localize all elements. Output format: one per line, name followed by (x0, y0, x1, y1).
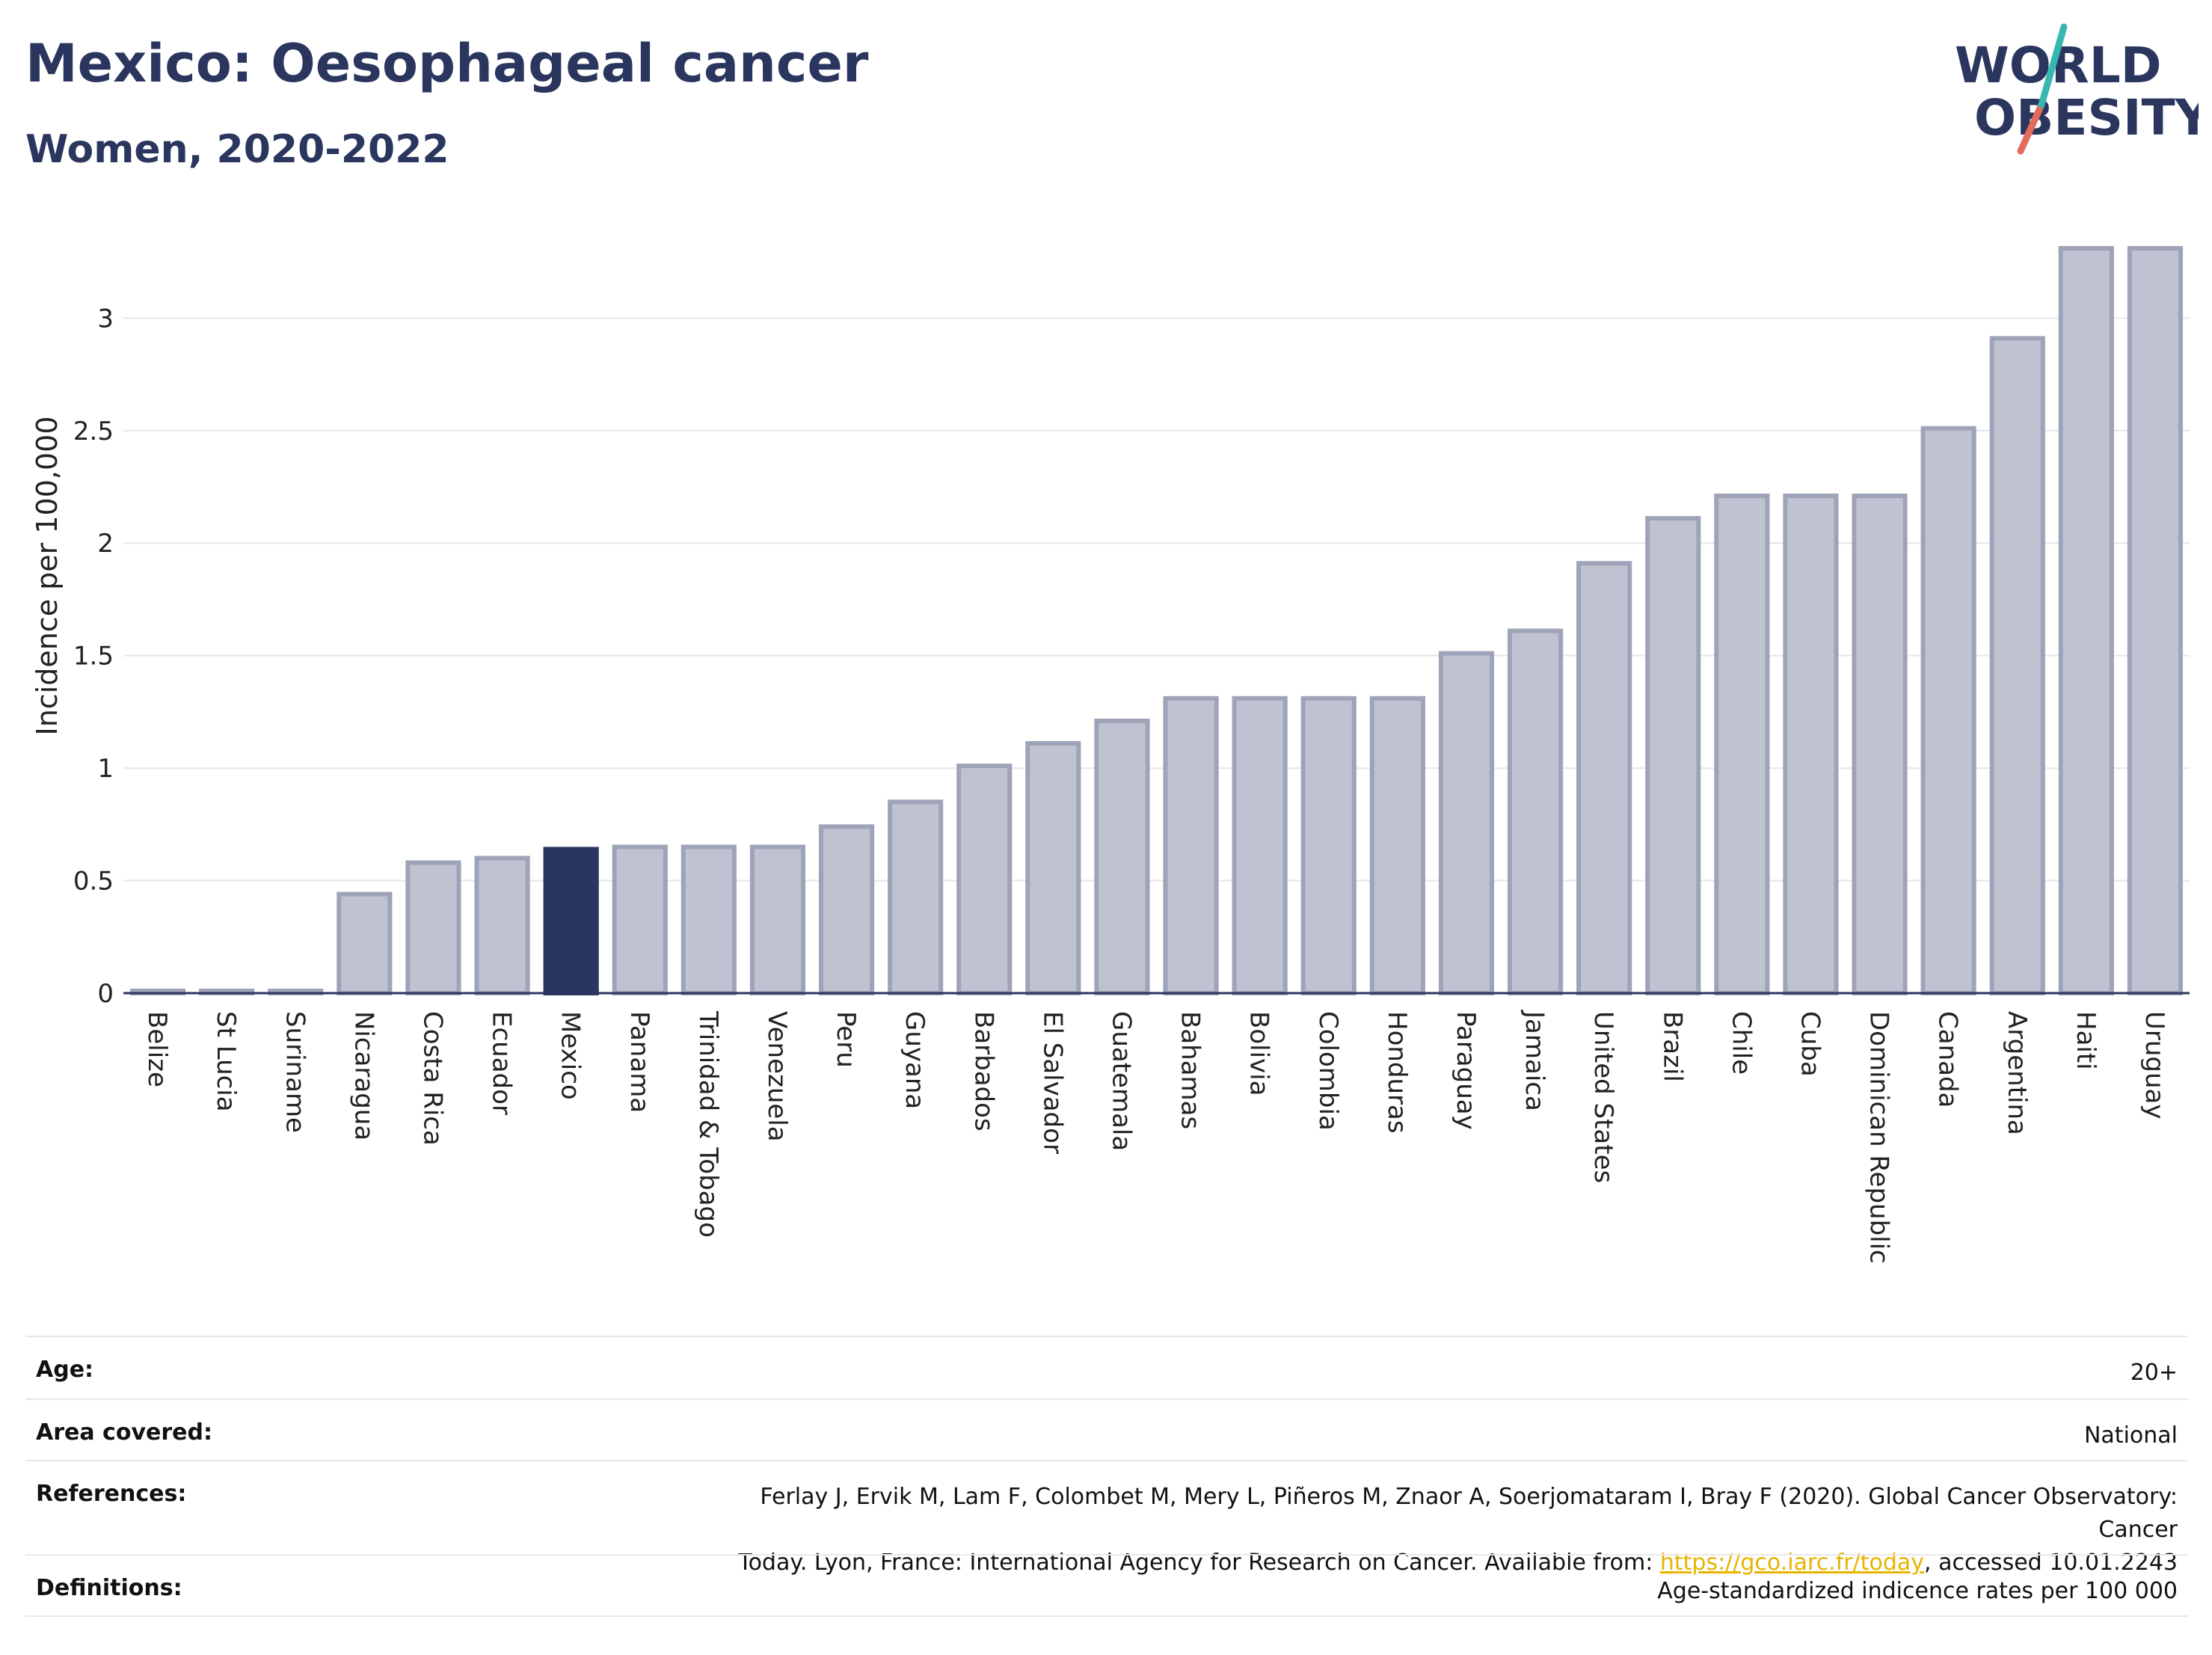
bars (129, 246, 2184, 996)
references-line2-post: , accessed 10.01.2243 (1924, 1550, 2178, 1576)
bar-haiti (2058, 246, 2114, 995)
y-tick-label: 1 (97, 754, 114, 784)
logo-slash-red (2017, 101, 2045, 155)
bar-venezuela (749, 844, 806, 996)
bar-cuba (1783, 494, 1839, 995)
meta-row-definitions: Definitions: Age-standardized indicence … (25, 1554, 2188, 1615)
x-tick-label: Uruguay (2139, 1011, 2169, 1120)
x-tick-label: Jamaica (1520, 1010, 1549, 1111)
x-tick-label: Costa Rica (417, 1011, 447, 1146)
x-tick-label: Nicaragua (348, 1011, 378, 1140)
x-tick-label: Mexico (556, 1011, 586, 1100)
bar-paraguay (1438, 651, 1495, 995)
meta-age-value: 20+ (2130, 1360, 2178, 1386)
world-obesity-logo: WORLD OBESITY (1955, 23, 2199, 155)
y-tick-label: 0.5 (73, 867, 114, 897)
y-axis-title: Incidence per 100,000 (31, 416, 64, 735)
chart-subtitle: Women, 2020-2022 (25, 127, 449, 172)
x-tick-label: Chile (1726, 1011, 1756, 1075)
x-tick-label: Paraguay (1451, 1011, 1481, 1130)
bar-chile (1714, 494, 1770, 995)
y-tick-label: 2 (97, 529, 114, 559)
bar-argentina (1989, 336, 2045, 995)
references-link[interactable]: https://gco.iarc.fr/today (1659, 1550, 1925, 1576)
x-tick-label: Peru (831, 1011, 861, 1068)
x-tick-label: United States (1588, 1011, 1618, 1183)
meta-area-label: Area covered: (36, 1419, 212, 1446)
x-tick-label: Brazil (1657, 1011, 1687, 1082)
x-tick-label: Ecuador (487, 1011, 517, 1115)
x-tick-label: Honduras (1382, 1011, 1412, 1134)
meta-bottom-border (25, 1615, 2188, 1617)
references-line2-pre: Today. Lyon, France: International Agenc… (738, 1550, 1660, 1576)
bar-ecuador (474, 856, 530, 995)
bar-panama (612, 844, 668, 996)
bar-honduras (1369, 696, 1425, 995)
references-line1: Ferlay J, Ervik M, Lam F, Colombet M, Me… (760, 1484, 2178, 1543)
x-tick-label: Bolivia (1244, 1011, 1274, 1096)
y-tick-label: 1.5 (73, 642, 114, 672)
y-tick-labels: 0 0.5 1 1.5 2 2.5 3 (73, 304, 114, 1009)
bar-united-states (1576, 561, 1632, 995)
logo-slash-teal (2038, 23, 2068, 108)
x-tick-label: Argentina (2002, 1011, 2032, 1135)
logo-line2: OBESITY (1974, 89, 2199, 147)
meta-row-area: Area covered: National (25, 1398, 2188, 1460)
y-tick-label: 0 (97, 979, 114, 1009)
x-tick-label: Colombia (1313, 1011, 1343, 1131)
meta-area-value: National (2083, 1422, 2178, 1449)
gridlines (123, 317, 2190, 882)
bar-uruguay (2127, 246, 2184, 995)
bar-dominican-republic (1852, 494, 1908, 995)
meta-definitions-value: Age-standardized indicence rates per 100… (1657, 1578, 2178, 1604)
bar-chart: 0 0.5 1 1.5 2 2.5 3 Belize St Lucia Suriname Nica… (31, 246, 2190, 1264)
chart-title: Mexico: Oesophageal cancer (25, 33, 869, 94)
y-tick-label: 2.5 (73, 417, 114, 446)
meta-row-age: Age: 20+ (25, 1336, 2188, 1398)
meta-definitions-label: Definitions: (36, 1575, 182, 1601)
x-tick-label: Canada (1933, 1011, 1963, 1108)
meta-row-references: References: Ferlay J, Ervik M, Lam F, Co… (25, 1460, 2188, 1576)
bar-brazil (1645, 516, 1701, 995)
bar-bolivia (1232, 696, 1288, 995)
x-tick-label: Panama (624, 1011, 654, 1113)
bar-canada (1920, 426, 1976, 995)
x-tick-label: Trinidad & Tobago (693, 1010, 723, 1238)
bar-costa-rica (405, 860, 461, 995)
bar-guyana (888, 799, 944, 995)
meta-references-label: References: (36, 1481, 187, 1507)
x-tick-label: Haiti (2071, 1011, 2101, 1070)
x-tick-label: Guatemala (1106, 1011, 1136, 1151)
x-tick-label: El Salvador (1037, 1011, 1067, 1154)
y-tick-label: 3 (97, 304, 114, 334)
x-tick-label: Bahamas (1176, 1011, 1205, 1129)
x-tick-label: Dominican Republic (1864, 1011, 1894, 1264)
x-tick-label: Cuba (1795, 1011, 1825, 1077)
meta-references-value: Ferlay J, Ervik M, Lam F, Colombet M, Me… (682, 1461, 2178, 1579)
meta-age-label: Age: (36, 1357, 94, 1383)
x-tick-label: Guyana (900, 1011, 930, 1109)
x-tick-label: Suriname (280, 1011, 310, 1133)
bar-mexico (543, 847, 599, 996)
x-tick-label: Venezuela (762, 1011, 792, 1142)
bar-bahamas (1163, 696, 1219, 995)
x-category-labels: Belize St Lucia Suriname Nicaragua Costa Ric… (142, 1010, 2169, 1264)
x-tick-label: St Lucia (211, 1011, 241, 1112)
bar-peru (818, 824, 875, 995)
bar-guatemala (1094, 718, 1150, 996)
bar-colombia (1300, 696, 1357, 995)
bar-nicaragua (337, 891, 393, 995)
bar-el-salvador (1025, 741, 1081, 995)
x-tick-label: Belize (142, 1011, 172, 1087)
bar-trinidad-tobago (681, 844, 737, 996)
x-tick-label: Barbados (968, 1011, 998, 1132)
bar-jamaica (1507, 628, 1564, 996)
bar-barbados (956, 764, 1013, 996)
